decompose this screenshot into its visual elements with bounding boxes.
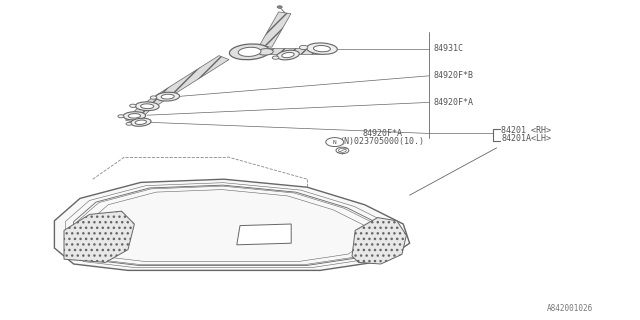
Text: 84920F*B: 84920F*B bbox=[434, 71, 474, 80]
Polygon shape bbox=[54, 179, 410, 270]
Ellipse shape bbox=[156, 92, 180, 101]
Ellipse shape bbox=[123, 112, 146, 120]
Circle shape bbox=[150, 96, 157, 99]
Circle shape bbox=[272, 56, 279, 59]
Polygon shape bbox=[125, 108, 150, 123]
Circle shape bbox=[277, 6, 282, 8]
Polygon shape bbox=[139, 94, 168, 111]
Text: N: N bbox=[333, 140, 337, 145]
Text: (N)023705000(10.): (N)023705000(10.) bbox=[339, 137, 424, 146]
Ellipse shape bbox=[282, 52, 294, 58]
Ellipse shape bbox=[229, 44, 270, 60]
Polygon shape bbox=[352, 218, 406, 264]
Text: 84920F*A: 84920F*A bbox=[434, 98, 474, 107]
Text: A842001026: A842001026 bbox=[547, 304, 593, 313]
Circle shape bbox=[130, 104, 136, 108]
Ellipse shape bbox=[258, 49, 273, 55]
Polygon shape bbox=[259, 12, 291, 47]
Polygon shape bbox=[64, 211, 134, 262]
Ellipse shape bbox=[238, 47, 261, 56]
Ellipse shape bbox=[128, 114, 141, 118]
Circle shape bbox=[118, 115, 124, 118]
Polygon shape bbox=[250, 48, 320, 54]
Ellipse shape bbox=[314, 45, 330, 52]
Ellipse shape bbox=[276, 50, 300, 60]
Ellipse shape bbox=[135, 120, 147, 124]
Text: 84201 <RH>: 84201 <RH> bbox=[501, 126, 551, 135]
Circle shape bbox=[326, 138, 344, 147]
Text: 84201A<LH>: 84201A<LH> bbox=[501, 134, 551, 143]
Circle shape bbox=[336, 147, 349, 154]
Ellipse shape bbox=[307, 43, 337, 54]
Circle shape bbox=[300, 45, 308, 50]
Text: 84920F*A: 84920F*A bbox=[363, 129, 403, 138]
Ellipse shape bbox=[135, 102, 159, 111]
Ellipse shape bbox=[131, 118, 151, 126]
Ellipse shape bbox=[141, 104, 154, 109]
Text: 84931C: 84931C bbox=[434, 44, 464, 53]
Circle shape bbox=[126, 122, 132, 125]
Polygon shape bbox=[158, 56, 229, 98]
Circle shape bbox=[339, 148, 346, 152]
Ellipse shape bbox=[161, 94, 174, 99]
Polygon shape bbox=[237, 224, 291, 245]
